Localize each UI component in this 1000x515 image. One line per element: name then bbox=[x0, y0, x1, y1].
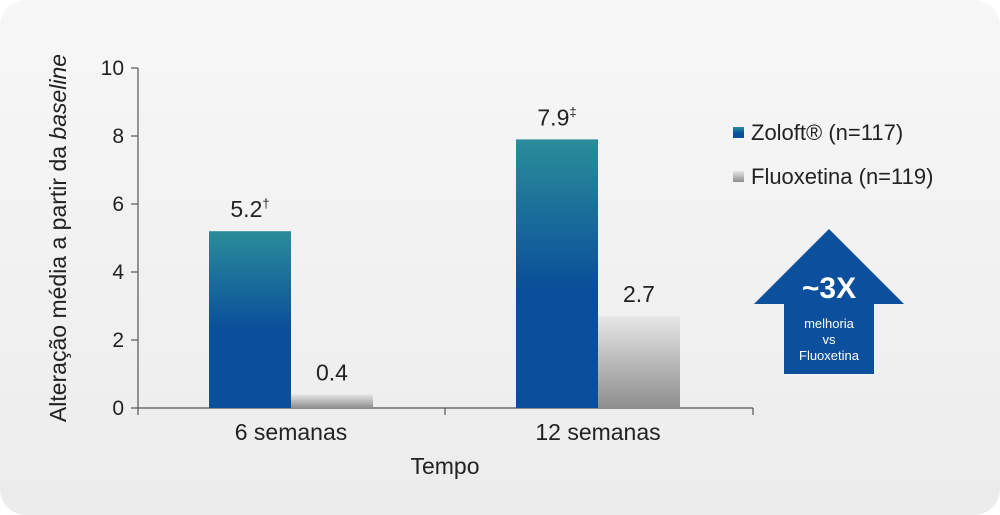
data-label: 7.9‡ bbox=[537, 104, 576, 130]
callout-headline: ~3X bbox=[802, 272, 856, 305]
y-axis-title: Alteração média a partir da baseline bbox=[45, 54, 71, 422]
data-label: 5.2† bbox=[230, 196, 269, 222]
data-label: 2.7 bbox=[623, 281, 655, 307]
x-category-label: 6 semanas bbox=[235, 419, 348, 445]
y-tick-label: 8 bbox=[112, 125, 124, 148]
bar-zoloft bbox=[516, 139, 598, 408]
bar-zoloft bbox=[209, 231, 291, 408]
bar-fluoxetina bbox=[291, 394, 373, 408]
y-tick-label: 4 bbox=[112, 261, 124, 284]
y-tick-label: 2 bbox=[112, 329, 124, 352]
callout-line3: Fluoxetina bbox=[799, 348, 860, 363]
callout-line1: melhoria bbox=[804, 316, 855, 331]
legend-swatch-fluoxetina bbox=[733, 171, 744, 182]
legend-label-zoloft: Zoloft® (n=117) bbox=[751, 120, 903, 145]
y-tick-label: 6 bbox=[112, 193, 124, 216]
improvement-arrow-icon bbox=[754, 229, 904, 374]
x-axis-title: Tempo bbox=[410, 453, 479, 479]
callout-line2: vs bbox=[823, 332, 837, 347]
y-tick-label: 10 bbox=[101, 57, 124, 80]
bar-fluoxetina bbox=[598, 316, 680, 408]
legend-label-fluoxetina: Fluoxetina (n=119) bbox=[751, 164, 933, 189]
data-label: 0.4 bbox=[316, 359, 348, 385]
legend-swatch-zoloft bbox=[733, 127, 744, 138]
x-category-label: 12 semanas bbox=[535, 419, 660, 445]
y-tick-label: 0 bbox=[112, 397, 124, 420]
